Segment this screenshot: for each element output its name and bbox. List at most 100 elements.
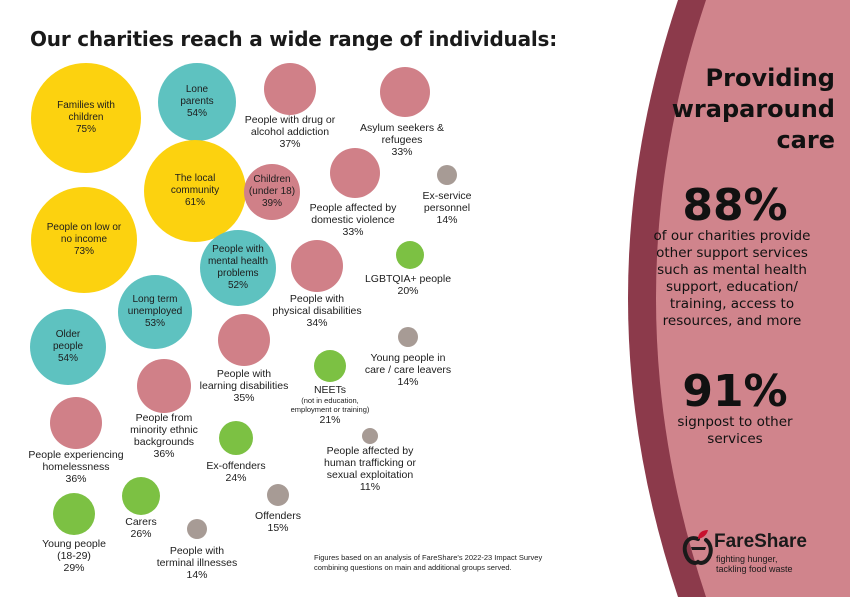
people-affected-by-domestic-violence-name: People affected by domestic violence: [309, 202, 397, 226]
asylum-seekers-refugees-percent: 33%: [391, 146, 413, 158]
carers-name: Carers: [125, 516, 157, 528]
people-with-drug-or-alcohol-addiction-percent: 37%: [279, 138, 301, 150]
older-people-name: Older people: [52, 329, 84, 352]
young-people-18-29-name: Young people (18-29): [42, 538, 106, 562]
panel-heading: Providing wraparound care: [671, 64, 835, 154]
people-from-minority-ethnic-backgrounds-percent: 36%: [153, 448, 175, 460]
ex-offenders-label: Ex-offenders 24%: [206, 460, 265, 484]
logo-tagline: fighting hunger, tackling food waste: [716, 554, 793, 574]
long-term-unemployed-bubble: [118, 275, 192, 349]
people-affected-by-domestic-violence-percent: 33%: [342, 226, 364, 238]
children-under-18-label: Children (under 18) 39%: [249, 174, 295, 210]
lgbtqia-people-label: LGBTQIA+ people 20%: [365, 273, 451, 297]
neets-bubble: [314, 350, 346, 382]
people-from-minority-ethnic-backgrounds-name: People from minority ethnic backgrounds: [130, 412, 198, 448]
people-with-physical-disabilities-label: People with physical disabilities 34%: [272, 293, 361, 329]
lgbtqia-people-percent: 20%: [397, 285, 419, 297]
people-affected-by-human-trafficking-or-sexual-exploitation-name: People affected by human trafficking or …: [323, 445, 417, 481]
older-people-percent: 54%: [57, 353, 78, 364]
ex-service-personnel-bubble: [437, 165, 457, 185]
families-with-children-percent: 75%: [75, 124, 97, 135]
offenders-label: Offenders 15%: [255, 510, 301, 534]
people-with-physical-disabilities-name: People with physical disabilities: [272, 293, 362, 317]
fareshare-logo: FareShare fighting hunger, tackling food…: [682, 527, 822, 577]
carers-bubble: [122, 477, 160, 515]
people-experiencing-homelessness-label: People experiencing homelessness 36%: [28, 449, 123, 485]
carers-percent: 26%: [130, 528, 152, 540]
neets-subtitle: (not in education, employment or trainin…: [290, 396, 370, 414]
lone-parents-label: Lone parents 54%: [180, 84, 213, 120]
people-with-mental-health-problems-percent: 52%: [227, 280, 249, 291]
young-people-18-29-label: Young people (18-29) 29%: [42, 538, 106, 574]
children-under-18-bubble: [244, 164, 300, 220]
footnote: Figures based on an analysis of FareShar…: [314, 553, 543, 572]
older-people-label: Older people 54%: [53, 329, 83, 365]
people-affected-by-human-trafficking-or-sexual-exploitation-label: People affected by human trafficking or …: [324, 445, 416, 493]
asylum-seekers-refugees-bubble: [380, 67, 430, 117]
young-people-in-care-care-leavers-name: Young people in care / care leavers: [364, 352, 452, 376]
offenders-percent: 15%: [267, 522, 289, 534]
ex-offenders-bubble: [219, 421, 253, 455]
people-with-physical-disabilities-percent: 34%: [306, 317, 328, 329]
people-affected-by-domestic-violence-label: People affected by domestic violence 33%: [310, 202, 397, 238]
young-people-18-29-bubble: [53, 493, 95, 535]
families-with-children-name: Families with children: [57, 100, 115, 123]
the-local-community-bubble: [144, 140, 246, 242]
people-on-low-or-no-income-percent: 73%: [73, 246, 94, 257]
page-title: Our charities reach a wide range of indi…: [30, 27, 558, 51]
people-on-low-or-no-income-label: People on low or no income 73%: [47, 222, 122, 258]
people-with-terminal-illnesses-bubble: [187, 519, 207, 539]
people-experiencing-homelessness-bubble: [50, 397, 102, 449]
lgbtqia-people-name: LGBTQIA+ people: [364, 273, 452, 285]
young-people-18-29-percent: 29%: [63, 562, 85, 574]
neets-label: NEETs (not in education, employment or tr…: [291, 384, 370, 426]
people-with-drug-or-alcohol-addiction-bubble: [264, 63, 316, 115]
long-term-unemployed-label: Long term unemployed 53%: [128, 294, 182, 330]
families-with-children-label: Families with children 75%: [57, 100, 115, 136]
children-under-18-name: Children (under 18): [248, 174, 296, 197]
people-affected-by-domestic-violence-bubble: [330, 148, 380, 198]
people-with-mental-health-problems-bubble: [200, 230, 276, 306]
stat-91-value: 91%: [682, 366, 788, 417]
people-affected-by-human-trafficking-or-sexual-exploitation-bubble: [362, 428, 378, 444]
people-with-mental-health-problems-label: People with mental health problems 52%: [208, 244, 268, 292]
ex-offenders-percent: 24%: [225, 472, 247, 484]
asylum-seekers-refugees-label: Asylum seekers & refugees 33%: [360, 122, 444, 158]
people-experiencing-homelessness-percent: 36%: [65, 473, 87, 485]
young-people-in-care-care-leavers-percent: 14%: [397, 376, 419, 388]
families-with-children-bubble: [31, 63, 141, 173]
people-with-terminal-illnesses-name: People with terminal illnesses: [156, 545, 238, 569]
children-under-18-percent: 39%: [261, 198, 283, 209]
people-with-learning-disabilities-percent: 35%: [233, 392, 255, 404]
offenders-bubble: [267, 484, 289, 506]
lone-parents-bubble: [158, 63, 236, 141]
lgbtqia-people-bubble: [396, 241, 424, 269]
ex-service-personnel-name: Ex-service personnel: [422, 190, 472, 214]
lone-parents-name: Lone parents: [180, 84, 214, 107]
people-with-terminal-illnesses-percent: 14%: [186, 569, 208, 581]
neets-name: NEETs: [313, 384, 347, 396]
ex-service-personnel-label: Ex-service personnel 14%: [422, 190, 471, 226]
people-affected-by-human-trafficking-or-sexual-exploitation-percent: 11%: [359, 481, 381, 493]
the-local-community-label: The local community 61%: [171, 173, 219, 209]
people-on-low-or-no-income-bubble: [31, 187, 137, 293]
apple-logo-icon: [682, 530, 713, 565]
people-on-low-or-no-income-name: People on low or no income: [46, 222, 122, 245]
people-from-minority-ethnic-backgrounds-bubble: [137, 359, 191, 413]
young-people-in-care-care-leavers-label: Young people in care / care leavers 14%: [365, 352, 451, 388]
older-people-bubble: [30, 309, 106, 385]
the-local-community-percent: 61%: [184, 197, 206, 208]
ex-service-personnel-percent: 14%: [436, 214, 458, 226]
people-with-terminal-illnesses-label: People with terminal illnesses 14%: [157, 545, 238, 581]
long-term-unemployed-percent: 53%: [144, 318, 166, 329]
the-local-community-name: The local community: [170, 173, 220, 196]
logo-wordmark: FareShare: [714, 531, 807, 552]
people-experiencing-homelessness-name: People experiencing homelessness: [28, 449, 124, 473]
stat-88-description: of our charities provide other support s…: [653, 228, 811, 329]
stat-91-description: signpost to other services: [677, 414, 793, 447]
ex-offenders-name: Ex-offenders: [206, 460, 266, 472]
neets-percent: 21%: [319, 414, 341, 426]
people-with-drug-or-alcohol-addiction-label: People with drug or alcohol addiction 37%: [245, 114, 335, 150]
young-people-in-care-care-leavers-bubble: [398, 327, 418, 347]
lone-parents-percent: 54%: [186, 108, 208, 119]
